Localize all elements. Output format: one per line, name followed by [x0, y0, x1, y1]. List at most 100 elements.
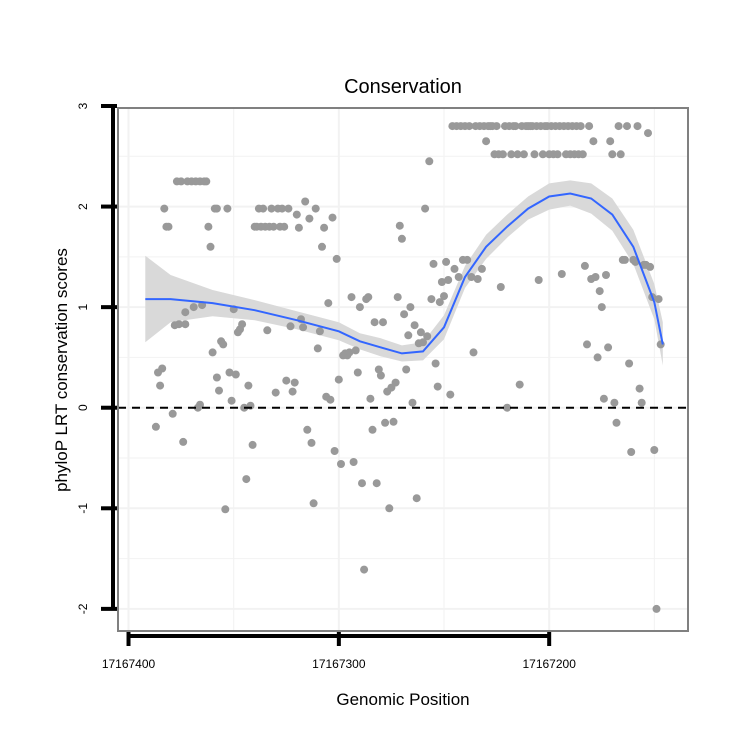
data-point [578, 150, 587, 159]
data-point [482, 137, 491, 146]
data-point [406, 303, 415, 312]
data-point [644, 129, 652, 138]
data-point [370, 318, 379, 327]
x-tick-label: 17167400 [102, 657, 156, 671]
data-point [450, 264, 459, 273]
data-point [498, 150, 507, 159]
data-point [553, 150, 562, 159]
data-point [177, 177, 186, 186]
data-point [654, 295, 663, 304]
y-axis: -2 -1 0 1 2 3 [76, 102, 117, 614]
y-tick-label: 2 [76, 203, 90, 210]
data-point [349, 458, 358, 466]
confidence-ribbon [145, 180, 663, 366]
data-point [635, 384, 644, 393]
data-point [311, 204, 320, 213]
data-point [589, 137, 598, 146]
data-point [599, 394, 608, 403]
data-point [606, 137, 615, 146]
grid-lines [118, 108, 688, 631]
data-point [347, 293, 356, 302]
data-point [355, 303, 364, 312]
loess-smooth-line [145, 192, 664, 355]
data-point [223, 204, 232, 213]
data-point [303, 425, 312, 434]
data-point [351, 346, 360, 355]
data-point [614, 122, 623, 131]
data-point [395, 221, 404, 230]
data-point [408, 398, 417, 407]
data-point [608, 150, 617, 159]
data-point [204, 222, 213, 231]
data-point [646, 262, 655, 271]
data-point [421, 204, 430, 213]
data-point [307, 438, 316, 447]
data-point [175, 320, 183, 329]
y-tick-label: 0 [76, 404, 90, 411]
data-point [440, 292, 448, 301]
data-point [389, 417, 398, 426]
data-point [576, 122, 585, 131]
data-point [393, 293, 402, 302]
data-point [208, 348, 217, 357]
data-point [345, 348, 354, 357]
data-point [227, 396, 236, 405]
data-point [637, 398, 646, 407]
confidence-ribbon-layer [145, 180, 663, 366]
x-tick-label: 17167300 [312, 657, 366, 671]
data-point [212, 204, 221, 213]
data-point [301, 197, 310, 206]
y-axis-title: phyloP LRT conservation scores [52, 248, 71, 492]
y-tick-label: 1 [76, 303, 90, 310]
data-point [299, 323, 308, 332]
data-point [419, 338, 427, 347]
data-point [402, 365, 411, 374]
data-point [397, 234, 406, 243]
data-point [515, 380, 524, 389]
data-point [400, 310, 409, 319]
data-point [454, 273, 463, 281]
chart-title: Conservation [344, 76, 462, 98]
data-point [597, 303, 606, 312]
data-point [534, 276, 543, 284]
panel-border [117, 107, 689, 632]
data-point [358, 479, 366, 488]
data-point [610, 398, 619, 407]
data-point [623, 122, 631, 131]
data-point [391, 378, 400, 387]
data-point [244, 381, 253, 390]
data-point [238, 320, 247, 329]
data-point [530, 150, 539, 159]
data-point [374, 365, 383, 374]
data-point [315, 327, 324, 336]
data-point [219, 340, 228, 349]
data-point [328, 213, 337, 222]
data-point [290, 378, 299, 387]
data-point [288, 387, 297, 396]
data-point [158, 364, 167, 373]
data-point [320, 223, 329, 232]
data-point [496, 283, 505, 291]
data-point [433, 382, 442, 391]
data-point [473, 275, 482, 283]
y-tick-label: -1 [76, 503, 90, 514]
data-point [309, 499, 318, 508]
data-point [463, 255, 472, 264]
data-point [381, 418, 390, 427]
x-tick-label: 17167200 [522, 657, 576, 671]
data-point [372, 479, 381, 488]
data-point [469, 348, 478, 357]
data-point [263, 326, 272, 335]
data-point [604, 343, 613, 352]
data-point [442, 257, 451, 266]
data-point [625, 359, 634, 368]
data-point [492, 122, 501, 131]
data-point [595, 287, 604, 296]
data-point [410, 321, 419, 330]
data-point [181, 320, 190, 329]
data-point [503, 403, 512, 412]
data-point [280, 222, 289, 231]
data-point [196, 400, 204, 409]
data-point [427, 295, 436, 304]
data-point [538, 150, 547, 159]
